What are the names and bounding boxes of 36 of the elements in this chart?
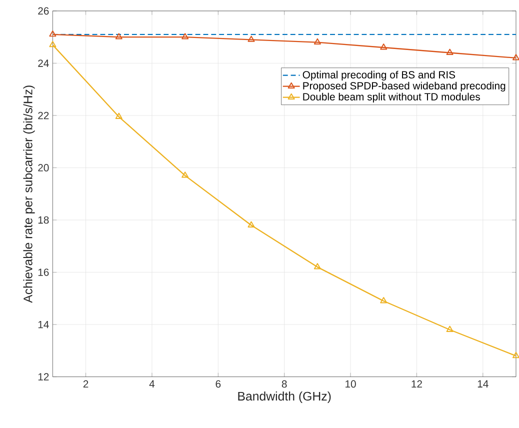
y-tick-label: 12 bbox=[38, 373, 49, 381]
point bbox=[512, 54, 519, 60]
x-tick-label: 2 bbox=[83, 380, 88, 388]
point bbox=[248, 36, 255, 42]
x-tick-label: 12 bbox=[412, 380, 422, 388]
point bbox=[446, 326, 454, 332]
legend-label: Double beam split without TD modules bbox=[303, 93, 480, 103]
point bbox=[248, 222, 255, 228]
y-tick-label: 26 bbox=[38, 8, 49, 15]
point bbox=[115, 113, 122, 120]
x-tick-label: 10 bbox=[346, 380, 356, 388]
point bbox=[182, 172, 189, 178]
x-tick-label: 6 bbox=[216, 380, 221, 388]
point bbox=[380, 44, 388, 50]
point bbox=[314, 38, 321, 45]
point bbox=[115, 33, 122, 40]
point bbox=[380, 297, 388, 304]
legend-label: Proposed SPDP-based wideband precoding bbox=[303, 82, 506, 92]
y-tick-label: 18 bbox=[38, 216, 49, 224]
y-tick-label: 22 bbox=[38, 112, 49, 120]
legend-label: Optimal precoding of BS and RIS bbox=[302, 71, 456, 81]
y-axis-title: Achievable rate per subcarrier (bit/s/Hz) bbox=[23, 86, 35, 304]
point bbox=[446, 49, 454, 56]
x-tick-label: 14 bbox=[478, 380, 488, 388]
point bbox=[314, 263, 321, 270]
y-tick-label: 20 bbox=[38, 164, 49, 172]
x-axis-title: Bandwidth (GHz) bbox=[238, 392, 331, 404]
y-tick-label: 16 bbox=[38, 268, 49, 276]
x-tick-label: 8 bbox=[282, 380, 287, 388]
y-tick-label: 24 bbox=[38, 60, 49, 68]
point bbox=[49, 41, 56, 48]
x-tick-label: 4 bbox=[149, 380, 155, 388]
point bbox=[49, 30, 56, 37]
y-tick-label: 14 bbox=[38, 321, 49, 328]
point bbox=[512, 352, 519, 358]
point bbox=[182, 33, 189, 40]
